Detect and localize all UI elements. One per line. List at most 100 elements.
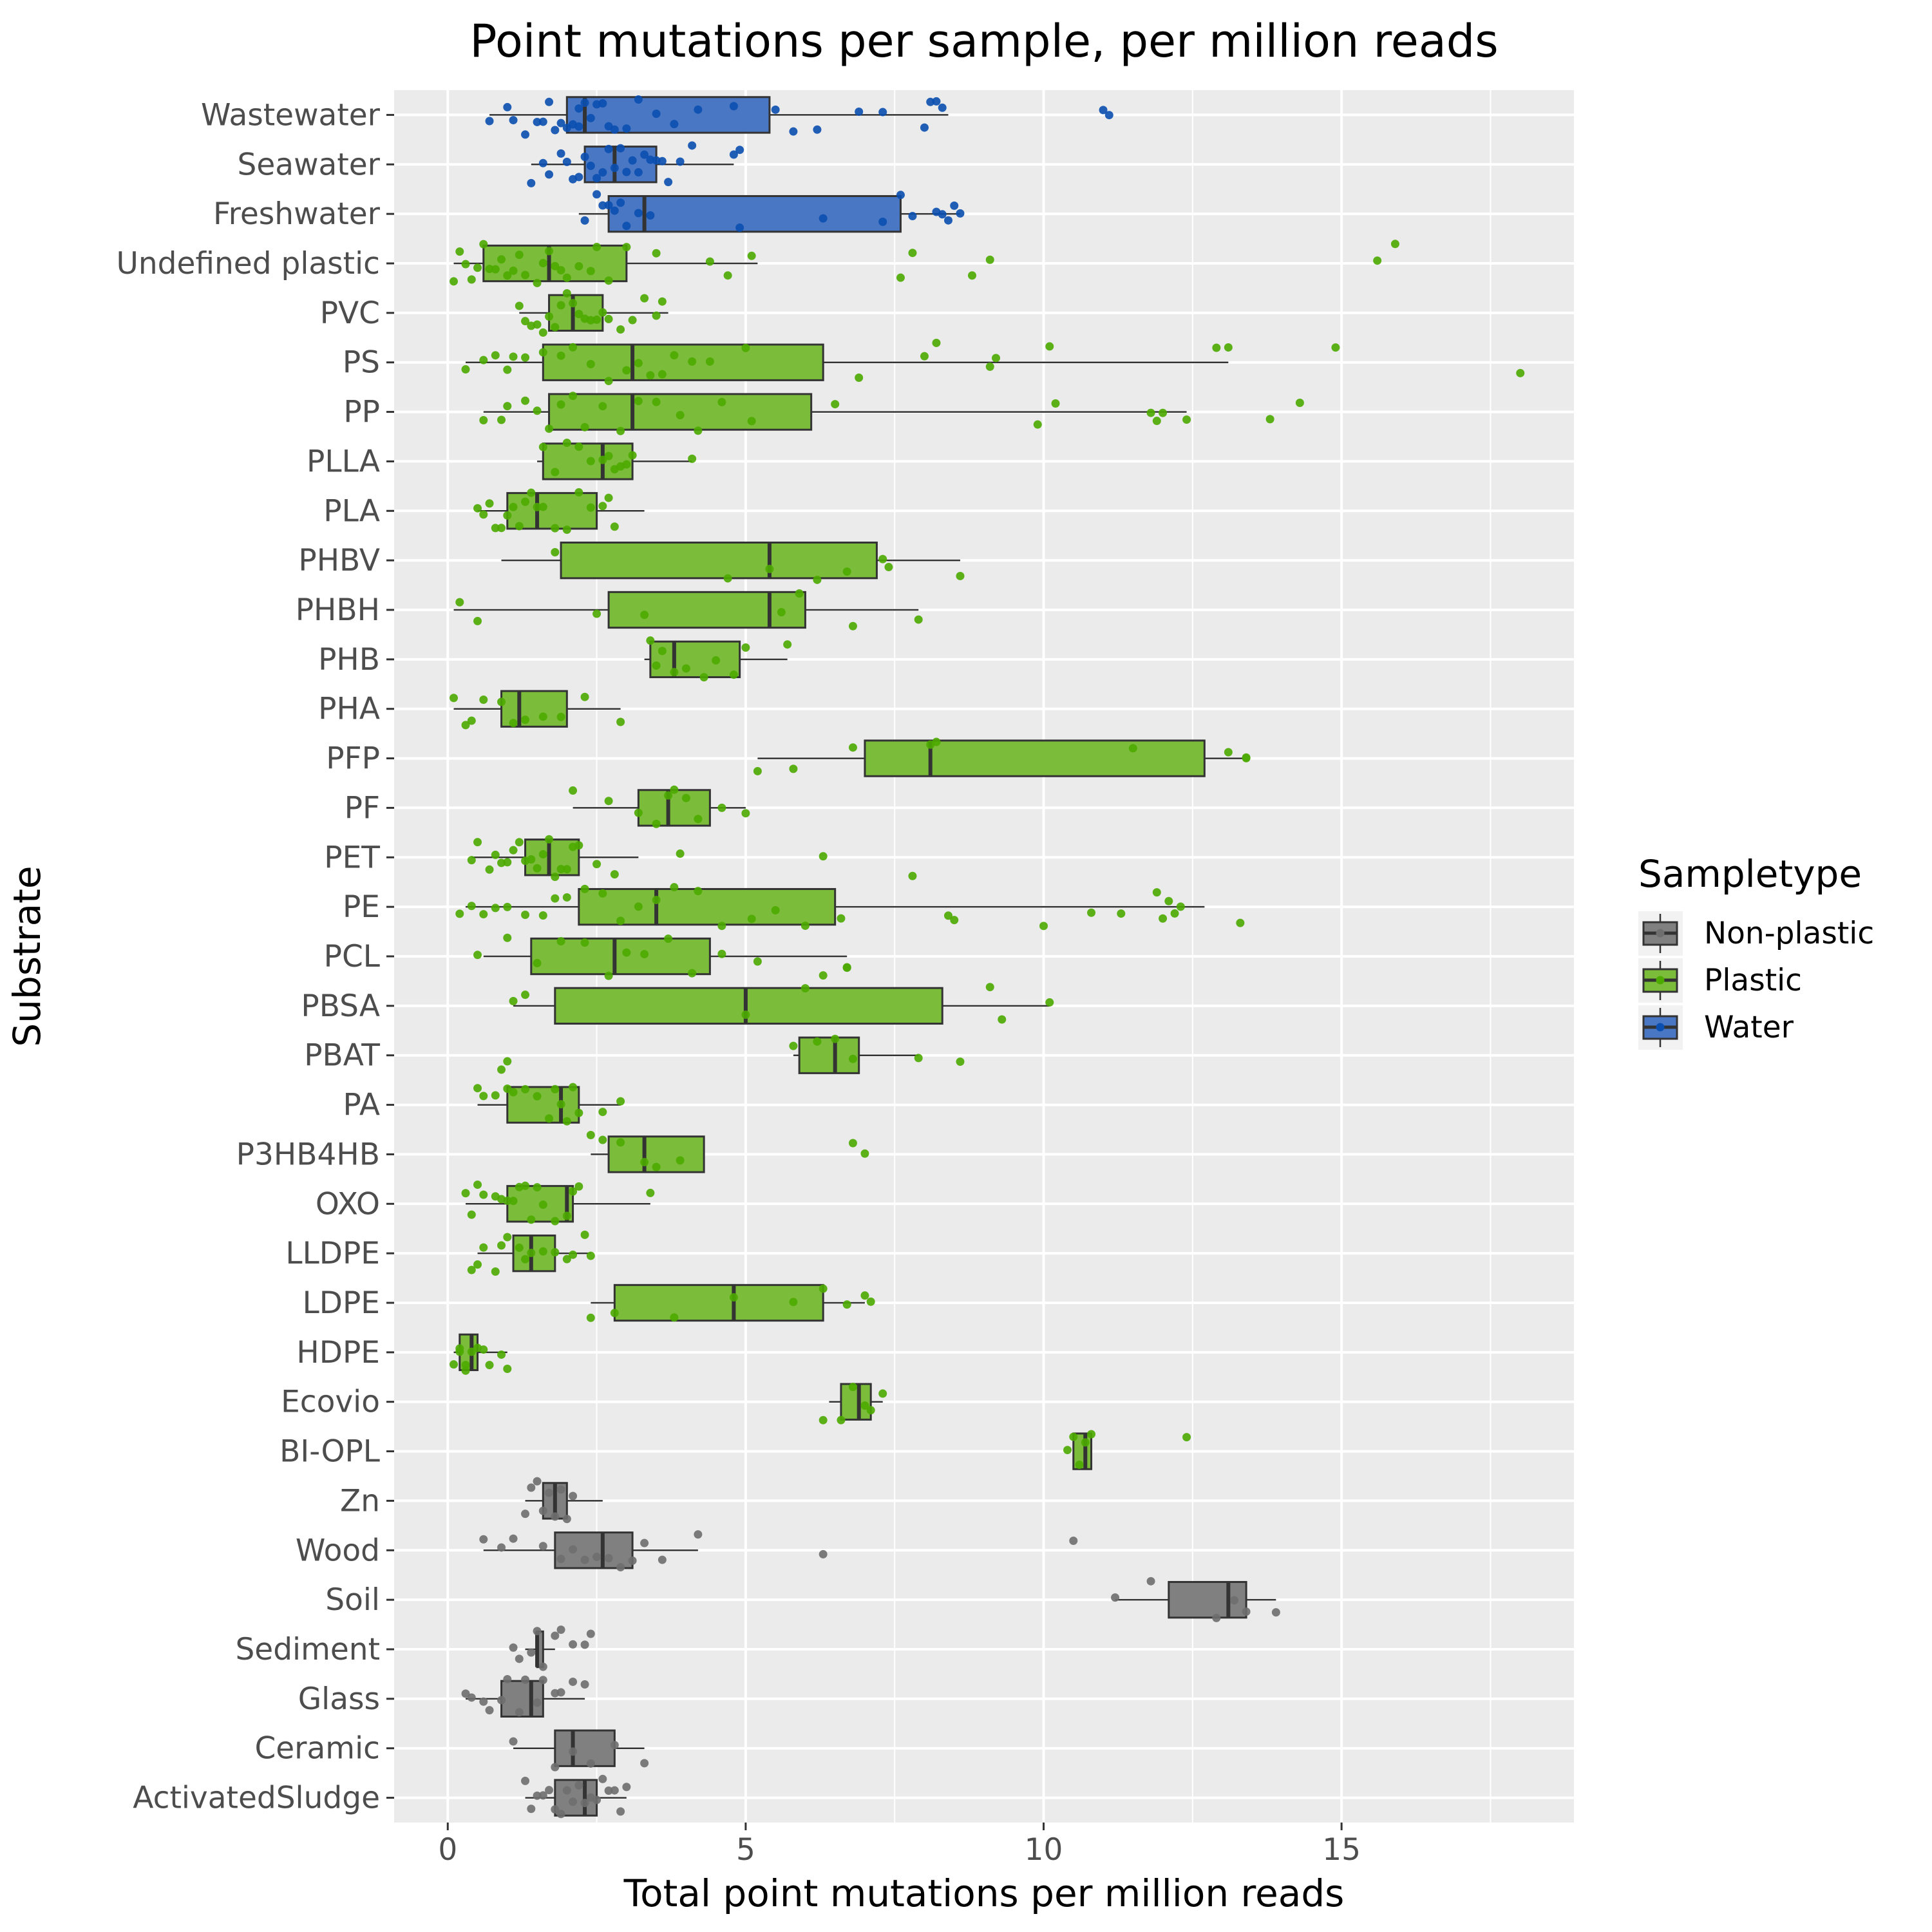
data-point bbox=[551, 1763, 560, 1772]
data-point bbox=[479, 1535, 488, 1544]
data-point bbox=[533, 1092, 542, 1101]
data-point bbox=[729, 102, 738, 111]
data-point bbox=[569, 1797, 578, 1806]
data-point bbox=[842, 963, 851, 972]
data-point bbox=[551, 524, 560, 533]
data-point bbox=[848, 743, 857, 752]
data-point bbox=[527, 1248, 536, 1257]
data-point bbox=[556, 301, 565, 310]
data-point bbox=[562, 1211, 571, 1220]
data-point bbox=[950, 916, 959, 925]
data-point bbox=[491, 265, 500, 274]
legend-entry-water: Water bbox=[1638, 1005, 1794, 1050]
box-pfp bbox=[757, 739, 1247, 777]
data-point bbox=[545, 1488, 554, 1497]
data-point bbox=[533, 278, 542, 287]
y-tick-label: Freshwater bbox=[213, 196, 381, 232]
data-point bbox=[580, 692, 589, 701]
data-point bbox=[705, 257, 714, 266]
x-tick-label: 10 bbox=[1025, 1832, 1063, 1868]
data-point bbox=[640, 611, 649, 620]
data-point bbox=[509, 1643, 518, 1652]
data-point bbox=[640, 1158, 649, 1167]
data-point bbox=[538, 117, 547, 126]
data-point bbox=[538, 1676, 547, 1685]
box-phbh bbox=[453, 591, 919, 629]
data-point bbox=[586, 1251, 595, 1260]
y-tick-label: PBSA bbox=[301, 989, 380, 1024]
data-point bbox=[551, 1084, 560, 1094]
data-point bbox=[515, 838, 524, 847]
data-point bbox=[521, 1510, 530, 1519]
data-point bbox=[503, 511, 512, 520]
data-point bbox=[795, 589, 804, 598]
box-iqr bbox=[649, 640, 741, 679]
data-point bbox=[616, 325, 625, 334]
data-point bbox=[1295, 399, 1304, 408]
y-tick-label: PFP bbox=[326, 741, 380, 777]
data-point bbox=[855, 374, 864, 383]
data-point bbox=[634, 808, 643, 817]
data-point bbox=[580, 1230, 589, 1239]
data-point bbox=[640, 294, 649, 303]
data-point bbox=[1265, 415, 1274, 424]
data-point bbox=[664, 178, 673, 187]
data-point bbox=[634, 902, 643, 911]
data-point bbox=[574, 1182, 583, 1191]
data-point bbox=[956, 209, 965, 218]
data-point bbox=[556, 712, 565, 721]
data-point bbox=[503, 365, 512, 374]
legend: Sampletype Non-plastic Plastic Water bbox=[1638, 852, 1874, 1050]
data-point bbox=[848, 1139, 857, 1148]
data-point bbox=[800, 984, 810, 993]
data-point bbox=[658, 297, 667, 306]
data-point bbox=[848, 1054, 857, 1063]
box-pbat bbox=[793, 1036, 919, 1074]
data-point bbox=[998, 1015, 1007, 1024]
data-point bbox=[551, 323, 560, 332]
y-axis: Wastewater Seawater Freshwater Undefined pl… bbox=[116, 97, 394, 1816]
box-pe bbox=[466, 887, 1205, 926]
x-tick-label: 5 bbox=[736, 1832, 755, 1868]
data-point bbox=[491, 1267, 500, 1276]
box-iqr bbox=[560, 541, 878, 580]
data-point bbox=[985, 362, 994, 371]
data-point bbox=[538, 911, 547, 920]
data-point bbox=[497, 697, 506, 706]
data-point bbox=[592, 860, 601, 869]
data-point bbox=[467, 856, 476, 865]
data-point bbox=[664, 791, 673, 800]
x-axis: 0 5 10 15 bbox=[438, 1823, 1361, 1868]
data-point bbox=[598, 1135, 607, 1144]
y-tick-label: ActivatedSludge bbox=[133, 1781, 380, 1816]
data-point bbox=[681, 793, 690, 802]
box-iqr bbox=[578, 887, 837, 926]
data-point bbox=[521, 715, 530, 724]
data-point bbox=[503, 1233, 512, 1242]
data-point bbox=[670, 120, 679, 129]
data-point bbox=[538, 1506, 547, 1515]
data-point bbox=[533, 1627, 542, 1636]
data-point bbox=[676, 1156, 685, 1165]
data-point bbox=[622, 167, 631, 176]
data-point bbox=[521, 130, 530, 139]
data-point bbox=[604, 971, 613, 980]
data-point bbox=[1242, 1607, 1251, 1616]
data-point bbox=[479, 1697, 488, 1706]
data-point bbox=[521, 317, 530, 326]
data-point bbox=[473, 1260, 482, 1269]
data-point bbox=[664, 934, 673, 943]
data-point bbox=[545, 1786, 554, 1795]
data-point bbox=[569, 1640, 578, 1649]
data-point bbox=[467, 1265, 476, 1274]
data-point bbox=[681, 664, 690, 673]
y-tick-label: PCL bbox=[324, 939, 380, 974]
data-point bbox=[604, 377, 613, 386]
box-iqr bbox=[506, 1086, 580, 1124]
data-point bbox=[652, 109, 661, 118]
data-point bbox=[556, 118, 565, 128]
data-point bbox=[556, 266, 565, 275]
data-point bbox=[694, 887, 703, 896]
data-point bbox=[586, 113, 595, 122]
